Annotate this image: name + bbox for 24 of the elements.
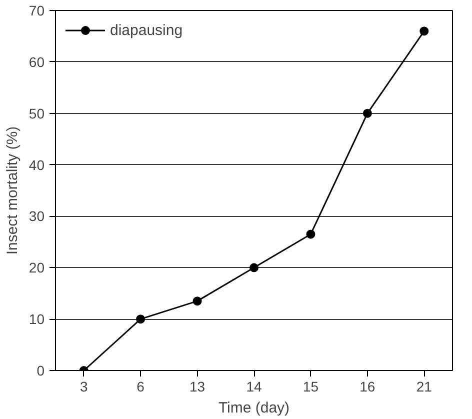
- point: [306, 230, 316, 239]
- x-tick-label: 3: [80, 378, 88, 394]
- point: [136, 314, 146, 324]
- x-tick-label: 15: [302, 378, 319, 394]
- x-tick-label: 16: [360, 378, 376, 394]
- x-tick-label: 13: [190, 378, 206, 394]
- y-tick-label: 40: [28, 156, 45, 173]
- x-tick-label: 14: [246, 378, 262, 394]
- y-tick-label: 30: [28, 208, 45, 224]
- y-tick-label: 0: [36, 362, 45, 378]
- point: [420, 26, 429, 36]
- x-tick-label: 6: [136, 378, 145, 394]
- point: [362, 108, 372, 118]
- point: [192, 296, 202, 306]
- y-tick-label: 20: [28, 260, 45, 276]
- y-tick-label: 70: [28, 2, 45, 18]
- point: [250, 263, 258, 272]
- y-tick-label: 60: [28, 54, 45, 70]
- y-axis-title: Insect mortality (%): [4, 126, 21, 255]
- x-axis-title: Time (day): [218, 400, 290, 416]
- legend-label: diapausing: [110, 22, 183, 38]
- x-tick-label: 21: [416, 378, 432, 394]
- y-tick-label: 10: [28, 311, 45, 328]
- y-tick-label: 50: [28, 105, 45, 122]
